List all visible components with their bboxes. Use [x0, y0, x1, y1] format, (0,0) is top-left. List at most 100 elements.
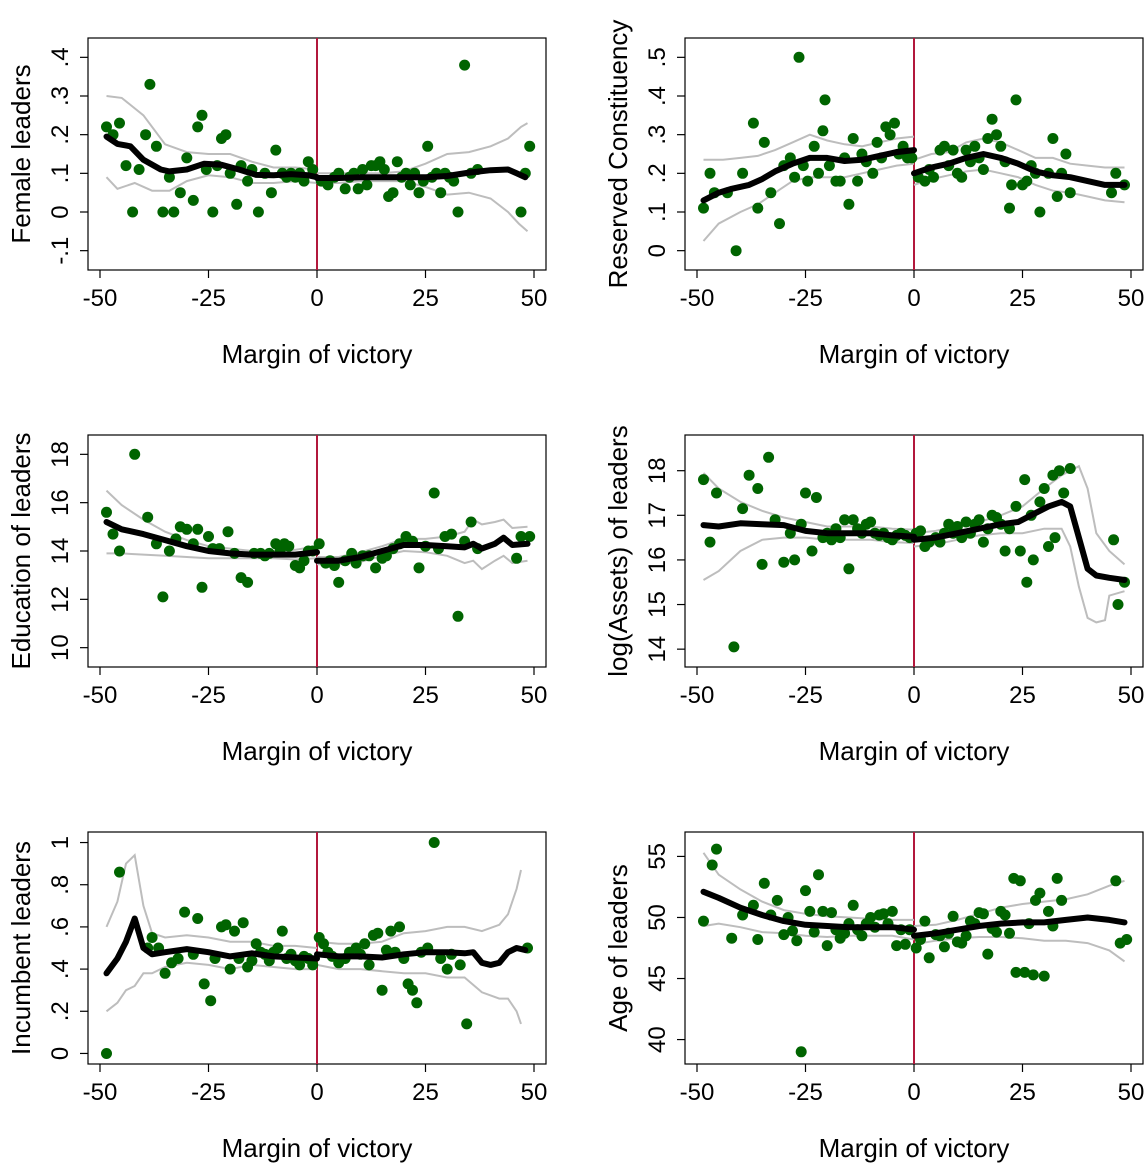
y-tick-label: 18 [644, 457, 671, 484]
data-point [793, 51, 805, 63]
data-point [318, 938, 329, 950]
data-point [1038, 970, 1050, 982]
data-point [181, 523, 193, 535]
x-tick-label: 0 [907, 1079, 920, 1106]
ci-upper-right-line [913, 879, 1125, 927]
data-point [704, 167, 716, 179]
data-point [774, 218, 785, 230]
data-point [114, 866, 125, 878]
panel-6: -50 -25 0 25 50 40 45 50 55 Margin of victory Age … [603, 831, 1144, 1163]
y-tick-label: 0 [47, 1047, 74, 1060]
data-point [977, 536, 989, 548]
data-point [252, 206, 264, 218]
data-point [1027, 554, 1039, 566]
y-tick-label: .3 [644, 125, 671, 145]
data-point [168, 206, 180, 218]
data-point [960, 930, 972, 942]
y-tick-label: 1 [47, 836, 74, 849]
data-point [800, 487, 811, 499]
ci-lower-right-line [913, 168, 1125, 204]
panel-2: -50 -25 0 25 50 0 .1 .2 .3 .4 .5 Margin of victory R… [603, 20, 1144, 369]
data-point [951, 521, 963, 532]
data-point [795, 1046, 807, 1058]
data-point [101, 1048, 112, 1059]
y-tick-label: .2 [47, 125, 74, 145]
data-point [385, 925, 397, 937]
data-point [752, 202, 764, 214]
y-axis-label: Incumbent leaders [6, 841, 36, 1055]
data-point [808, 926, 820, 938]
data-point [871, 136, 883, 148]
ci-lower-left-line [105, 174, 318, 192]
y-tick-label: 0 [47, 205, 74, 218]
x-tick-label: -25 [788, 682, 823, 709]
data-point [928, 171, 939, 183]
data-point [196, 581, 208, 593]
data-point [511, 552, 523, 564]
x-tick-label: 25 [412, 682, 439, 709]
data-point [1049, 532, 1061, 544]
data-point [991, 129, 1002, 141]
data-point [826, 534, 837, 546]
data-point [1110, 167, 1122, 179]
x-tick-label: 50 [521, 1079, 548, 1106]
data-point [839, 927, 851, 939]
data-point [237, 917, 249, 929]
data-point [730, 245, 742, 257]
data-point [380, 944, 392, 956]
data-point [163, 171, 175, 183]
y-tick-label: .8 [47, 875, 74, 895]
data-point [422, 140, 434, 152]
data-point [1019, 966, 1031, 978]
x-tick-label: 25 [1009, 682, 1036, 709]
data-point [515, 531, 527, 542]
data-point [889, 117, 900, 129]
data-point [823, 160, 835, 172]
data-point [459, 59, 471, 71]
data-point [378, 164, 390, 175]
y-axis-label: Female leaders [6, 64, 36, 243]
data-point [752, 934, 764, 945]
data-point [192, 121, 204, 133]
data-point [322, 179, 334, 191]
y-axis-label: Education of leaders [6, 432, 36, 669]
data-point [446, 528, 457, 540]
data-point [728, 641, 740, 653]
x-tick-label: 0 [310, 285, 323, 312]
data-point [1006, 179, 1018, 191]
data-point [407, 984, 418, 996]
data-point [915, 525, 926, 537]
data-point [150, 140, 162, 152]
data-point [441, 963, 453, 975]
y-axis-label: Age of leaders [603, 864, 633, 1032]
data-point [847, 899, 859, 911]
data-point [960, 144, 972, 156]
y-tick-label: .6 [47, 917, 74, 937]
data-point [999, 909, 1011, 921]
fit-line-right [314, 166, 529, 181]
data-point [847, 133, 859, 144]
data-point [1019, 474, 1031, 486]
data-point [943, 518, 955, 530]
data-point [1004, 927, 1015, 939]
data-point [758, 877, 770, 889]
data-point [1043, 905, 1054, 917]
x-tick-label: -25 [191, 285, 226, 312]
data-point [969, 140, 981, 152]
ci-upper-left-line [106, 95, 318, 171]
data-point [391, 156, 403, 168]
data-point [357, 164, 369, 175]
data-point [899, 938, 911, 950]
data-point [839, 514, 851, 526]
data-point [991, 926, 1002, 938]
data-point [435, 953, 447, 964]
x-tick-label: 25 [412, 285, 439, 312]
data-point [789, 554, 801, 566]
x-tick-label: -50 [680, 1079, 715, 1106]
fit-line-left [700, 888, 917, 933]
data-point [428, 837, 440, 848]
data-point [140, 129, 152, 141]
data-point [157, 591, 169, 603]
x-tick-label: 50 [521, 682, 548, 709]
data-point [339, 183, 351, 195]
